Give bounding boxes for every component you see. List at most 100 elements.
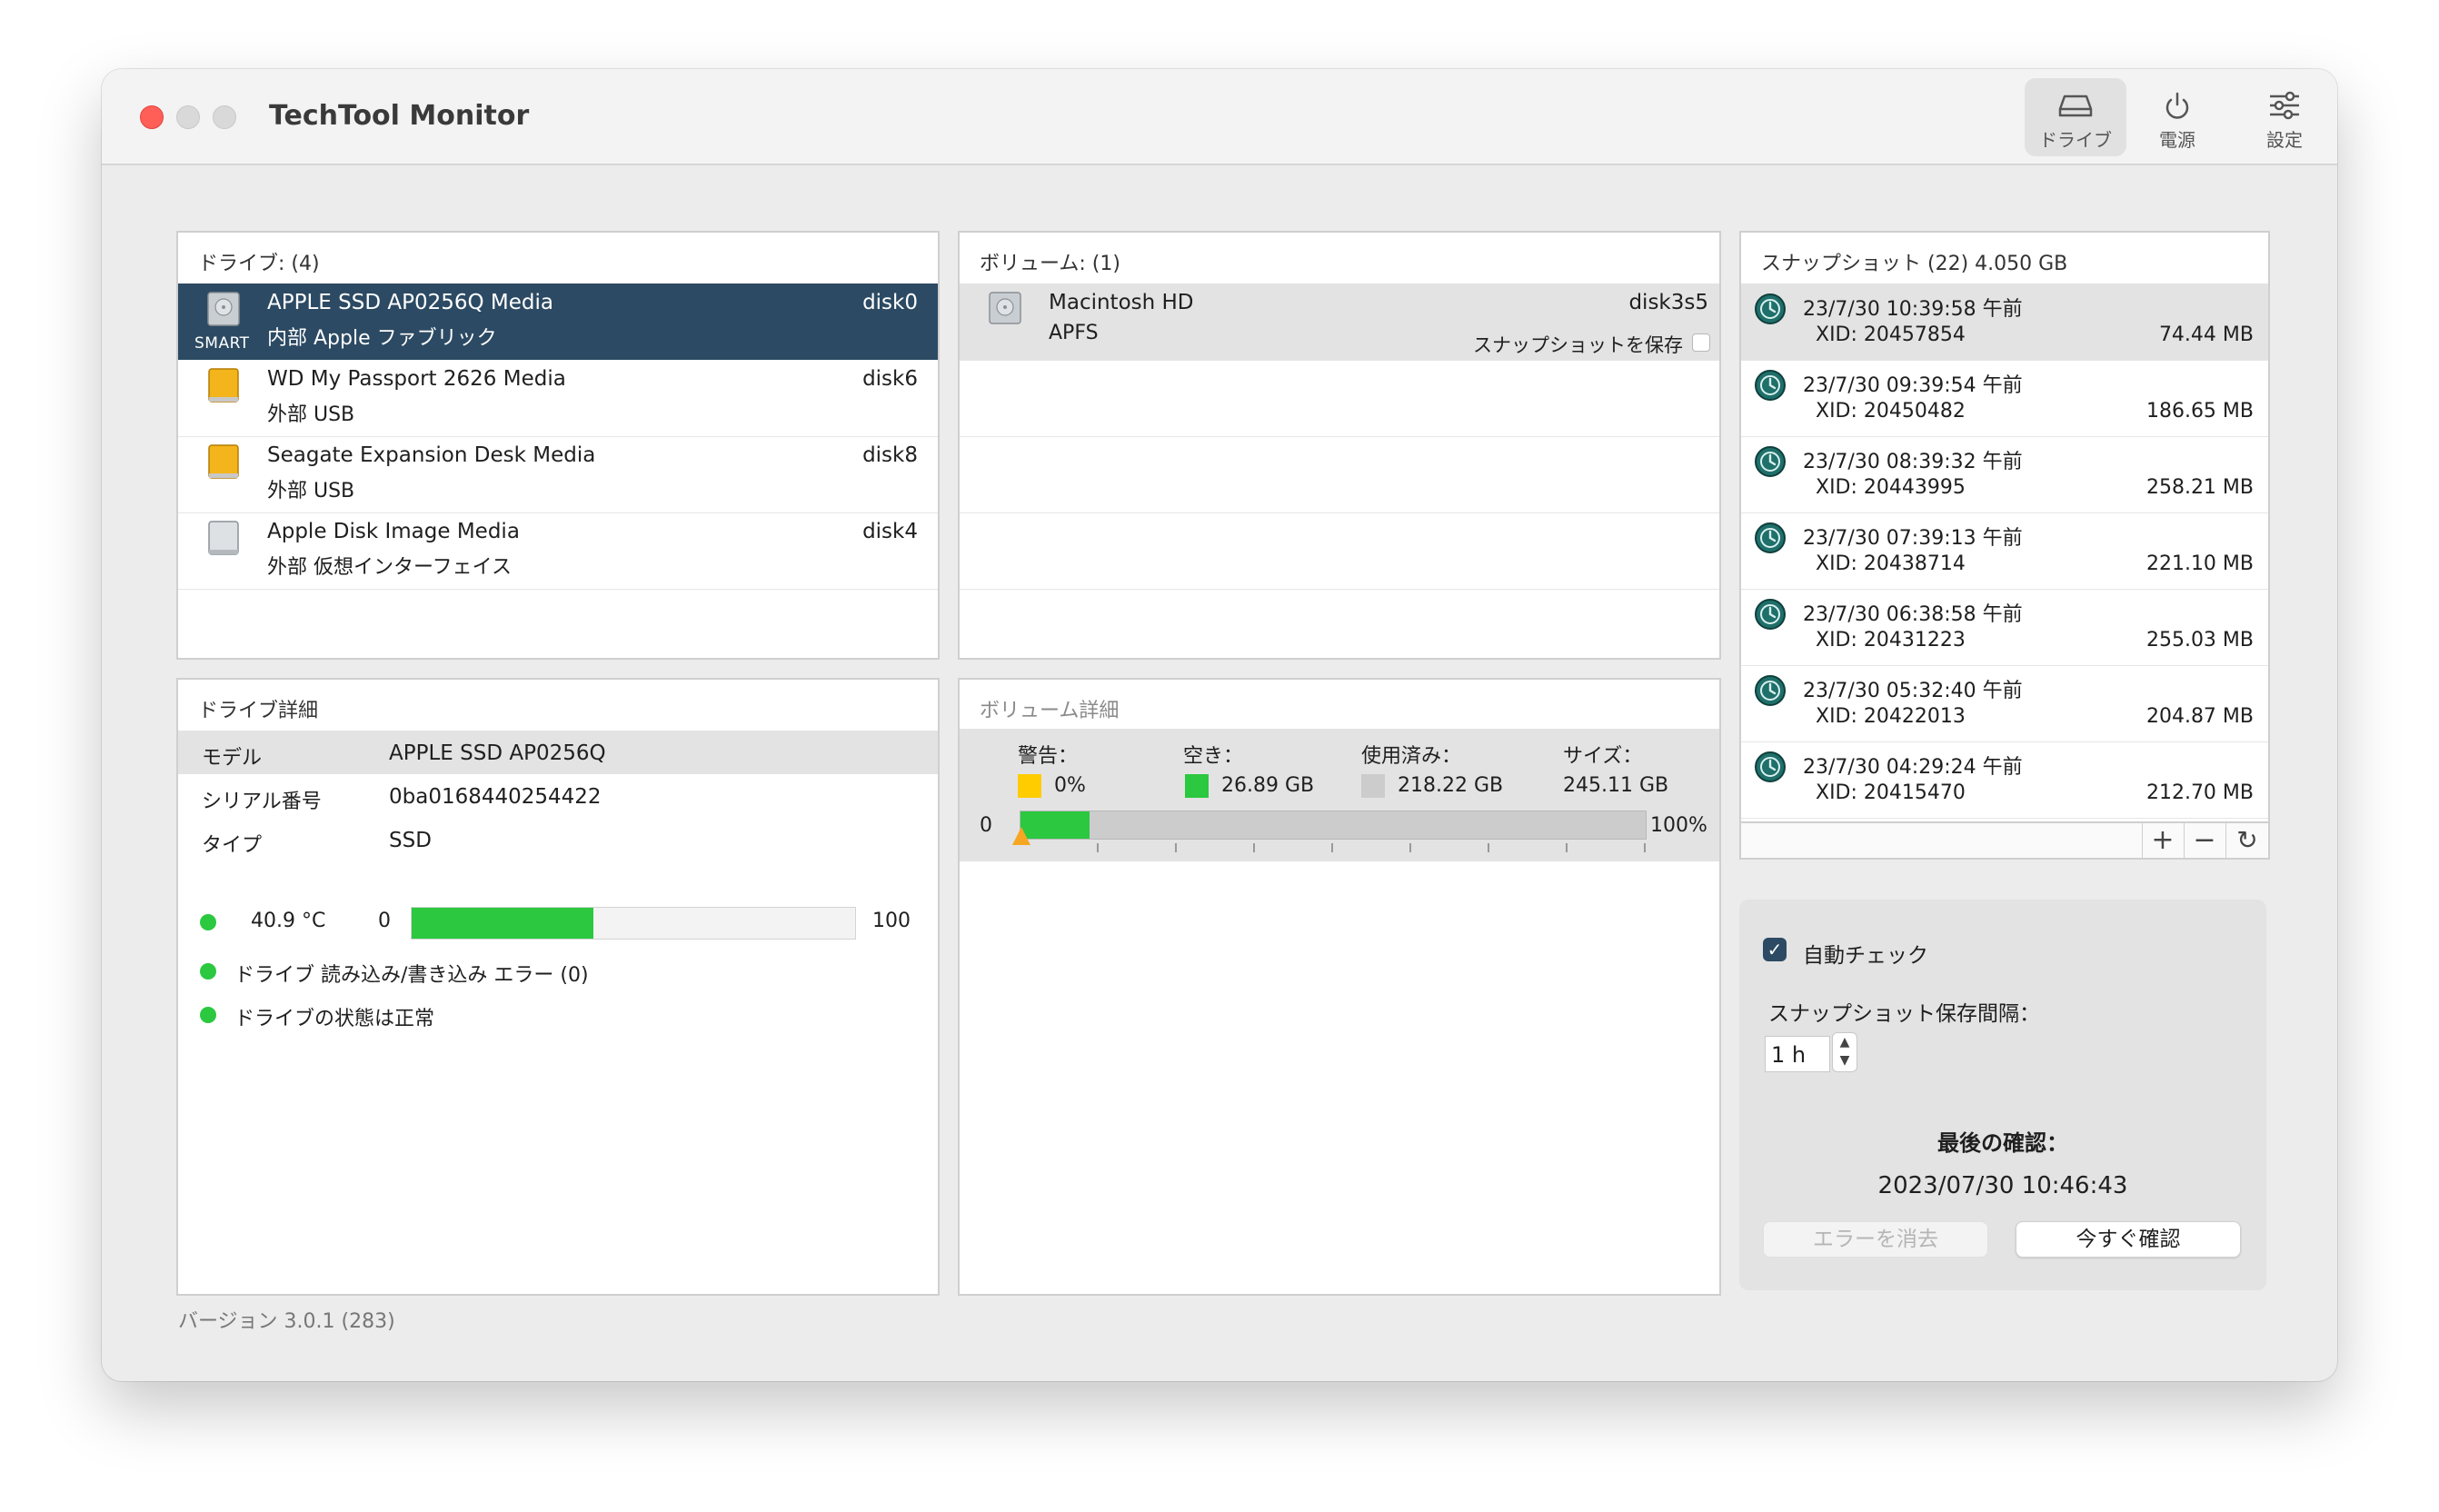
auto-check-settings: ✓ 自動チェック スナップショット保存間隔： 1 h ▲ ▼ 最後の確認： 202… bbox=[1739, 900, 2266, 1290]
interval-value: 1 h bbox=[1771, 1042, 1807, 1068]
detail-row-model: モデル APPLE SSD AP0256Q bbox=[178, 731, 938, 774]
snapshots-header: スナップショット (22) 4.050 GB bbox=[1761, 253, 2068, 275]
toolbar-settings-button[interactable]: 設定 bbox=[2234, 78, 2335, 156]
power-icon bbox=[2165, 92, 2189, 119]
drive-row[interactable]: Apple Disk Image Media 外部 仮想インターフェイス dis… bbox=[178, 512, 938, 590]
detail-row-type: タイプ SSD bbox=[178, 818, 938, 861]
volume-usage-area: 警告： 空き： 使用済み： サイズ： 0% 26.89 GB 218.22 GB… bbox=[960, 729, 1719, 861]
volume-details-panel: ボリューム詳細 警告： 空き： 使用済み： サイズ： 0% 26.89 GB 2… bbox=[958, 678, 1721, 1296]
volume-name: Macintosh HD bbox=[1049, 291, 1194, 314]
auto-check-checkbox[interactable]: ✓ bbox=[1763, 938, 1787, 961]
check-now-button[interactable]: 今すぐ確認 bbox=[2016, 1221, 2241, 1258]
drive-details-header: ドライブ詳細 bbox=[198, 700, 319, 722]
zoom-window-button[interactable] bbox=[213, 105, 236, 129]
snapshot-size: 255.03 MB bbox=[2145, 629, 2254, 652]
usage-bar-max: 100% bbox=[1650, 814, 1707, 837]
detail-value: APPLE SSD AP0256Q bbox=[389, 741, 606, 765]
toolbar-power-label: 電源 bbox=[2159, 129, 2195, 151]
snapshot-row[interactable]: 23/7/30 05:32:40 午前 XID: 20422013 204.87 M… bbox=[1741, 665, 2268, 742]
volume-row[interactable]: Macintosh HD APFS disk3s5 スナップショットを保存 bbox=[960, 284, 1719, 361]
used-value: 218.22 GB bbox=[1398, 774, 1504, 797]
drive-id: disk4 bbox=[862, 520, 918, 543]
volume-details-header: ボリューム詳細 bbox=[980, 700, 1120, 722]
interval-label: スナップショット保存間隔： bbox=[1768, 1002, 2040, 1026]
interval-input[interactable]: 1 h bbox=[1765, 1036, 1830, 1072]
snapshot-row[interactable]: 23/7/30 06:38:58 午前 XID: 20431223 255.03 M… bbox=[1741, 589, 2268, 666]
io-errors-text: ドライブ 読み込み/書き込み エラー (0) bbox=[234, 964, 589, 987]
snapshot-xid: XID: 20457854 bbox=[1816, 323, 1966, 346]
last-check-value: 2023/07/30 10:46:43 bbox=[1877, 1172, 2128, 1199]
internal-drive-icon bbox=[207, 292, 240, 326]
volumes-panel: ボリューム: (1) Macintosh HD APFS disk3s5 スナッ… bbox=[958, 231, 1721, 660]
detail-key: タイプ bbox=[202, 834, 263, 857]
drive-id: disk6 bbox=[862, 367, 918, 391]
snapshot-date: 23/7/30 08:39:32 午前 bbox=[1803, 451, 2023, 473]
health-status-dot bbox=[200, 1007, 216, 1023]
drive-details-panel: ドライブ詳細 モデル APPLE SSD AP0256Q シリアル番号 0ba0… bbox=[176, 678, 940, 1296]
empty-row bbox=[960, 436, 1719, 513]
snapshot-date: 23/7/30 05:32:40 午前 bbox=[1803, 680, 2023, 702]
drive-connection: 外部 USB bbox=[267, 403, 355, 426]
temperature-bar-fill bbox=[412, 908, 593, 939]
temperature-value: 40.9 °C bbox=[251, 910, 326, 932]
minimize-window-button[interactable] bbox=[176, 105, 200, 129]
clear-errors-button[interactable]: エラーを消去 bbox=[1763, 1221, 1988, 1258]
warning-value: 0% bbox=[1054, 774, 1086, 797]
window-title: TechTool Monitor bbox=[269, 100, 530, 132]
toolbar-power-button[interactable]: 電源 bbox=[2126, 78, 2228, 156]
snapshot-date: 23/7/30 06:38:58 午前 bbox=[1803, 603, 2023, 626]
snapshot-size: 186.65 MB bbox=[2145, 400, 2254, 423]
drive-row[interactable]: SMART APPLE SSD AP0256Q Media 内部 Apple フ… bbox=[178, 284, 938, 360]
snapshot-row[interactable]: 23/7/30 08:39:32 午前 XID: 20443995 258.21 M… bbox=[1741, 436, 2268, 513]
warning-swatch bbox=[1018, 774, 1041, 798]
time-machine-icon bbox=[1755, 599, 1786, 630]
toolbar-drives-label: ドライブ bbox=[2039, 129, 2112, 151]
close-window-button[interactable] bbox=[140, 105, 164, 129]
detail-value: SSD bbox=[389, 829, 432, 852]
snapshot-row[interactable]: 23/7/30 09:39:54 午前 XID: 20450482 186.65 M… bbox=[1741, 360, 2268, 437]
save-snapshot-checkbox[interactable] bbox=[1692, 333, 1710, 352]
drive-connection: 外部 USB bbox=[267, 480, 355, 502]
last-check-label: 最後の確認： bbox=[1937, 1130, 2068, 1156]
snapshots-panel: スナップショット (22) 4.050 GB 23/7/30 10:39:58 … bbox=[1739, 231, 2270, 860]
drive-connection: 内部 Apple ファブリック bbox=[267, 327, 497, 350]
snapshot-xid: XID: 20438714 bbox=[1816, 552, 1966, 575]
drive-icon bbox=[2058, 94, 2093, 117]
add-snapshot-button[interactable]: + bbox=[2142, 823, 2183, 858]
external-drive-icon bbox=[208, 444, 239, 479]
snapshot-toolbar: + − ↻ bbox=[1741, 821, 2268, 858]
usage-bar-min: 0 bbox=[980, 814, 992, 837]
snapshot-size: 212.70 MB bbox=[2145, 781, 2254, 804]
detail-key: モデル bbox=[202, 747, 263, 770]
snapshot-row[interactable]: 23/7/30 07:39:13 午前 XID: 20438714 221.10 M… bbox=[1741, 512, 2268, 590]
interval-stepper[interactable]: ▲ ▼ bbox=[1832, 1032, 1857, 1072]
size-label: サイズ： bbox=[1563, 745, 1643, 768]
snapshot-row[interactable]: 23/7/30 04:29:24 午前 XID: 20415470 212.70 M… bbox=[1741, 741, 2268, 819]
snapshot-xid: XID: 20415470 bbox=[1816, 781, 1966, 804]
smart-badge: SMART bbox=[194, 334, 250, 353]
drive-row[interactable]: Seagate Expansion Desk Media 外部 USB disk… bbox=[178, 436, 938, 513]
snapshot-row[interactable]: 23/7/30 10:39:58 午前 XID: 20457854 74.44 MB bbox=[1741, 284, 2268, 361]
drive-name: Apple Disk Image Media bbox=[267, 520, 520, 543]
external-drive-icon bbox=[208, 368, 239, 403]
time-machine-icon bbox=[1755, 751, 1786, 782]
snapshot-size: 204.87 MB bbox=[2145, 705, 2254, 728]
refresh-icon[interactable]: ↻ bbox=[2225, 823, 2268, 858]
drive-connection: 外部 仮想インターフェイス bbox=[267, 556, 513, 579]
volumes-header: ボリューム: (1) bbox=[980, 253, 1120, 275]
title-bar: TechTool Monitor ドライブ 電源 bbox=[102, 69, 2337, 165]
empty-row bbox=[960, 360, 1719, 437]
usage-bar bbox=[1020, 811, 1647, 840]
snapshot-size: 258.21 MB bbox=[2145, 476, 2254, 499]
volume-filesystem: APFS bbox=[1049, 322, 1099, 344]
drive-name: WD My Passport 2626 Media bbox=[267, 367, 566, 391]
size-value: 245.11 GB bbox=[1563, 774, 1669, 797]
temperature-min: 0 bbox=[378, 910, 391, 932]
drive-id: disk0 bbox=[862, 291, 918, 314]
temperature-bar bbox=[411, 907, 856, 940]
remove-snapshot-button[interactable]: − bbox=[2184, 823, 2225, 858]
usage-bar-free-fill bbox=[1020, 811, 1090, 839]
toolbar-drives-button[interactable]: ドライブ bbox=[2025, 78, 2126, 156]
warning-threshold-marker-icon[interactable] bbox=[1010, 825, 1032, 847]
drive-row[interactable]: WD My Passport 2626 Media 外部 USB disk6 bbox=[178, 360, 938, 437]
